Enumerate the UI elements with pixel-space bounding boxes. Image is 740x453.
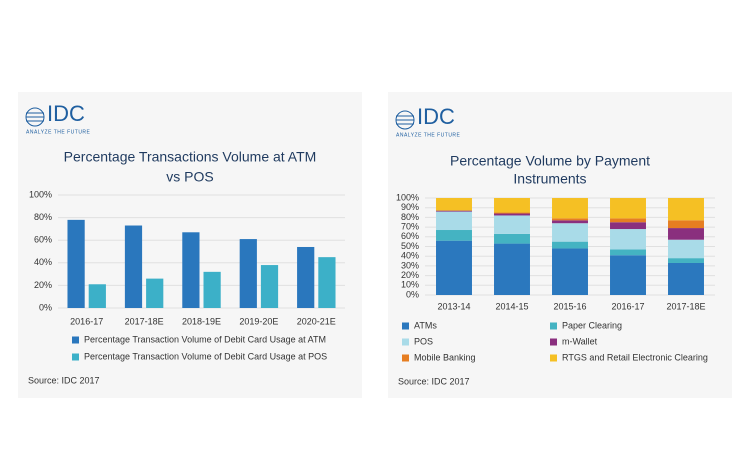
- legend-label: RTGS and Retail Electronic Clearing: [562, 352, 708, 362]
- y-tick-label: 20%: [34, 280, 52, 290]
- brand: IDC: [417, 104, 455, 129]
- legend-swatch: [402, 322, 409, 330]
- bar-segment: [436, 198, 472, 211]
- y-tick-label: 20%: [401, 270, 419, 280]
- y-tick-label: 70%: [401, 221, 419, 231]
- legend-label: Percentage Transaction Volume of Debit C…: [84, 334, 326, 344]
- x-tick-label: 2015-16: [553, 301, 586, 311]
- y-tick-label: 100%: [29, 189, 52, 199]
- bar-segment: [552, 218, 588, 221]
- bar-segment: [668, 262, 704, 295]
- legend-swatch: [550, 338, 557, 346]
- bar-segment: [610, 255, 646, 295]
- logo-globe: [25, 107, 415, 130]
- x-tick-label: 2013-14: [437, 301, 470, 311]
- bar-segment: [494, 233, 530, 244]
- y-tick-label: 40%: [34, 257, 52, 267]
- x-tick-label: 2018-19E: [182, 316, 221, 326]
- chart-title: Percentage Volume by Payment: [450, 153, 650, 169]
- x-tick-label: 2016-17: [70, 316, 103, 326]
- bar-segment: [494, 215, 530, 234]
- legend-swatch: [402, 338, 409, 346]
- bar: [318, 257, 336, 308]
- bar-segment: [610, 198, 646, 219]
- bar: [88, 284, 106, 308]
- legend-swatch: [72, 336, 79, 344]
- y-tick-label: 50%: [401, 241, 419, 251]
- bar: [239, 239, 257, 308]
- y-tick-label: 0%: [39, 302, 52, 312]
- bar-segment: [494, 212, 530, 214]
- bar-segment: [552, 220, 588, 224]
- legend-label: Paper Clearing: [562, 320, 622, 330]
- bar-segment: [494, 213, 530, 216]
- bar-segment: [668, 220, 704, 229]
- legend-swatch: [402, 354, 409, 362]
- bar-segment: [610, 249, 646, 256]
- bar-segment: [552, 223, 588, 242]
- y-tick-label: 60%: [401, 231, 419, 241]
- tagline: ANALYZE THE FUTURE: [26, 129, 91, 135]
- bar-segment: [668, 198, 704, 221]
- y-tick-label: 30%: [401, 260, 419, 270]
- bar-segment: [610, 229, 646, 250]
- legend-label: POS: [414, 336, 433, 346]
- legend-label: Percentage Transaction Volume of Debit C…: [84, 351, 327, 361]
- chart-title: vs POS: [166, 169, 213, 185]
- bar: [260, 265, 279, 308]
- y-tick-label: 80%: [401, 212, 419, 222]
- x-tick-label: 2019-20E: [239, 316, 278, 326]
- bar-segment: [494, 198, 530, 213]
- bar-segment: [436, 240, 472, 295]
- legend-swatch: [550, 354, 557, 362]
- y-tick-label: 80%: [34, 212, 52, 222]
- legend-label: ATMs: [414, 320, 437, 330]
- bar: [67, 219, 85, 308]
- brand: IDC: [47, 101, 85, 126]
- source: Source: IDC 2017: [28, 375, 100, 385]
- tagline: ANALYZE THE FUTURE: [396, 132, 461, 138]
- bar-segment: [668, 239, 704, 259]
- bar-segment: [436, 230, 472, 241]
- bar-segment: [436, 210, 472, 212]
- bar: [182, 232, 200, 308]
- x-tick-label: 2016-17: [611, 301, 644, 311]
- bar: [203, 271, 221, 308]
- y-tick-label: 100%: [396, 192, 419, 202]
- y-tick-label: 90%: [401, 202, 419, 212]
- bar-segment: [552, 248, 588, 295]
- legend-swatch: [550, 322, 557, 330]
- x-tick-label: 2014-15: [495, 301, 528, 311]
- bar-segment: [494, 243, 530, 295]
- legend-label: m-Wallet: [562, 336, 598, 346]
- x-tick-label: 2017-18E: [666, 301, 705, 311]
- y-tick-label: 40%: [401, 251, 419, 261]
- chart-title: Instruments: [513, 171, 586, 187]
- bar-segment: [610, 218, 646, 223]
- bar-segment: [668, 258, 704, 263]
- legend-label: Mobile Banking: [414, 352, 476, 362]
- bar-segment: [436, 211, 472, 231]
- bar: [146, 278, 164, 308]
- y-tick-label: 60%: [34, 235, 52, 245]
- legend-swatch: [72, 353, 79, 361]
- bar-segment: [610, 222, 646, 230]
- x-tick-label: 2017-18E: [125, 316, 164, 326]
- y-tick-label: 10%: [401, 280, 419, 290]
- x-tick-label: 2020-21E: [297, 316, 336, 326]
- bar: [297, 246, 315, 308]
- bar-segment: [552, 198, 588, 219]
- source: Source: IDC 2017: [398, 376, 470, 386]
- bar-segment: [668, 228, 704, 240]
- chart-title: Percentage Transactions Volume at ATM: [64, 149, 317, 165]
- bar: [124, 225, 143, 308]
- y-tick-label: 0%: [406, 289, 419, 299]
- bar-segment: [552, 241, 588, 249]
